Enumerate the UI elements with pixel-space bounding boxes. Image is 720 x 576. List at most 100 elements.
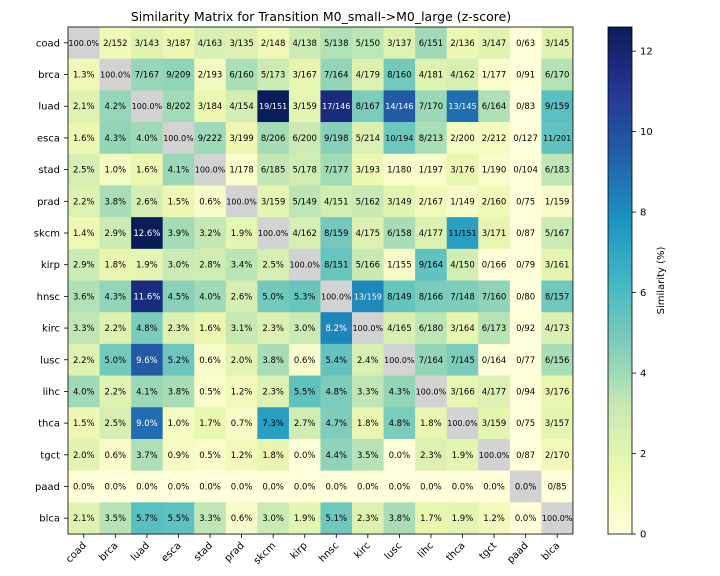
- heatmap-cell: [478, 90, 511, 123]
- heatmap-cell: [68, 248, 100, 281]
- cell-value-label: 100.0%: [258, 229, 289, 238]
- heatmap-cell: [257, 185, 290, 218]
- cell-value-label: 3/157: [545, 419, 570, 429]
- heatmap-cell: [383, 502, 416, 535]
- heatmap-cell: [99, 27, 132, 59]
- column-label: blca: [540, 540, 562, 562]
- heatmap-cell: [225, 58, 258, 91]
- cell-value-label: 3.6%: [73, 292, 95, 302]
- heatmap-cell: [99, 58, 132, 91]
- cell-value-label: 1/180: [387, 166, 412, 176]
- cell-value-label: 4/162: [450, 71, 475, 81]
- heatmap-cell: [225, 122, 258, 155]
- heatmap-cell: [257, 375, 290, 408]
- cell-value-label: 1.8%: [262, 451, 284, 461]
- column-label: tgct: [477, 540, 499, 562]
- cell-value-label: 9.0%: [136, 419, 158, 429]
- heatmap-cell: [68, 153, 100, 186]
- cell-value-label: 4/154: [229, 102, 254, 112]
- heatmap-cell: [415, 90, 448, 123]
- cell-value-label: 0.0%: [262, 483, 284, 493]
- cell-value-label: 7/167: [135, 71, 160, 81]
- heatmap-cell: [68, 312, 100, 345]
- heatmap-cell: [509, 58, 542, 91]
- cell-value-label: 0.0%: [357, 483, 379, 493]
- cell-value-label: 7/160: [482, 292, 507, 302]
- heatmap-cell: [194, 343, 227, 376]
- heatmap-cell: [509, 280, 542, 313]
- heatmap-cell: [131, 217, 163, 250]
- cell-value-label: 5.0%: [262, 292, 284, 302]
- heatmap-cell: [446, 312, 479, 345]
- heatmap-cells: 100.0% 2/152 3/143 3/187 4/163 3/135 2/148 4/13…: [67, 26, 574, 535]
- heatmap-cell: [478, 438, 511, 471]
- heatmap-cell: [257, 438, 290, 471]
- heatmap-cell: [415, 280, 448, 313]
- cell-value-label: 1/177: [482, 71, 507, 81]
- cell-value-label: 6/156: [545, 356, 570, 366]
- heatmap-cell: [415, 185, 448, 218]
- row-label: kirc: [42, 324, 60, 335]
- heatmap-cell: [257, 280, 290, 313]
- cell-value-label: 4/162: [292, 229, 317, 239]
- heatmap-cell: [415, 58, 448, 91]
- heatmap-cell: [478, 27, 511, 59]
- heatmap-cell: [541, 122, 574, 155]
- column-labels: coad brca luad esca stad prad skcm kirp hnsc kirc…: [64, 534, 562, 567]
- heatmap-cell: [446, 185, 479, 218]
- heatmap-cell: [225, 248, 258, 281]
- heatmap-cell: [478, 153, 511, 186]
- heatmap-cell: [415, 502, 448, 535]
- heatmap-cell: [509, 438, 542, 471]
- heatmap-cell: [383, 312, 416, 345]
- heatmap-cell: [352, 407, 384, 440]
- cell-value-label: 0.0%: [136, 483, 158, 493]
- heatmap-cell: [509, 248, 542, 281]
- row-label: lusc: [40, 355, 60, 366]
- cell-value-label: 3.8%: [105, 197, 127, 207]
- cell-value-label: 1/178: [229, 166, 254, 176]
- cell-value-label: 1.6%: [136, 166, 158, 176]
- heatmap-cell: [383, 90, 416, 123]
- colorbar-tick-label: 2: [640, 449, 646, 460]
- cell-value-label: 1.6%: [199, 324, 221, 334]
- row-label: thca: [38, 419, 60, 430]
- heatmap-cell: [478, 280, 511, 313]
- heatmap-cell: [509, 312, 542, 345]
- heatmap-cell: [99, 407, 132, 440]
- cell-value-label: 100.0%: [321, 292, 352, 301]
- heatmap-cell: [288, 90, 321, 123]
- heatmap-cell: [68, 217, 100, 250]
- cell-value-label: 100.0%: [100, 71, 131, 80]
- heatmap-cell: [352, 343, 384, 376]
- cell-value-label: 4.0%: [199, 292, 221, 302]
- cell-value-label: 5/214: [356, 134, 381, 144]
- heatmap-cell: [320, 502, 353, 535]
- cell-value-label: 1.7%: [199, 419, 221, 429]
- cell-value-label: 0.0%: [515, 483, 537, 493]
- heatmap-cell: [509, 217, 542, 250]
- heatmap-cell: [383, 27, 416, 59]
- heatmap-cell: [225, 375, 258, 408]
- cell-value-label: 1.5%: [168, 197, 190, 207]
- cell-value-label: 0/92: [516, 324, 535, 334]
- heatmap-cell: [162, 58, 195, 91]
- cell-value-label: 2/170: [545, 451, 570, 461]
- heatmap-cell: [288, 343, 321, 376]
- heatmap-cell: [446, 90, 479, 123]
- cell-value-label: 3/176: [545, 387, 570, 397]
- cell-value-label: 4.0%: [73, 387, 95, 397]
- cell-value-label: 4.0%: [136, 134, 158, 144]
- heatmap-cell: [352, 470, 384, 503]
- cell-value-label: 100.0%: [542, 514, 573, 523]
- heatmap-cell: [541, 502, 574, 535]
- column-label: thca: [444, 540, 467, 563]
- cell-value-label: 9.6%: [136, 356, 158, 366]
- cell-value-label: 0/77: [516, 356, 535, 366]
- heatmap-cell: [446, 470, 479, 503]
- colorbar-tick-label: 4: [640, 369, 646, 380]
- heatmap-cell: [446, 407, 479, 440]
- heatmap-cell: [541, 90, 574, 123]
- cell-value-label: 0/87: [516, 229, 535, 239]
- cell-value-label: 1/159: [545, 197, 570, 207]
